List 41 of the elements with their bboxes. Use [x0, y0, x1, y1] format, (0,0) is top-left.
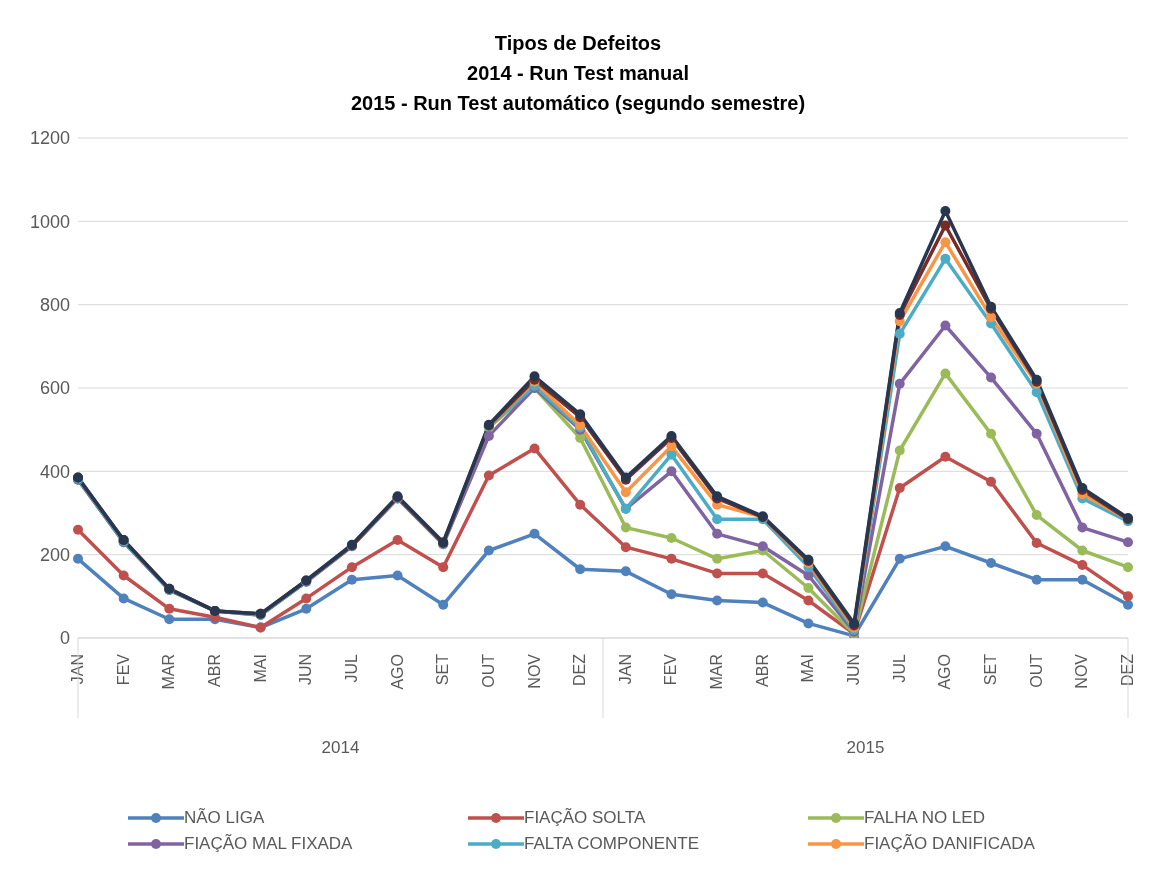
legend-label: FALHA NO LED	[864, 808, 985, 828]
legend-label: FIAÇÃO DANIFICADA	[864, 834, 1035, 854]
y-tick-label: 800	[39, 295, 70, 316]
x-tick-label: JUN	[845, 654, 863, 686]
y-tick-label: 200	[39, 545, 70, 566]
legend-label: FIAÇÃO SOLTA	[524, 808, 646, 828]
chart-title: Tipos de Defeitos	[493, 31, 663, 56]
legend-label: FALTA COMPONENTE	[524, 834, 700, 854]
y-tick-label: 600	[39, 378, 70, 399]
x-tick-label: MAR	[160, 654, 178, 690]
x-tick-label: DEZ	[571, 653, 589, 686]
x-tick-label: MAR	[708, 654, 726, 690]
x-tick-label: DEZ	[1119, 653, 1136, 686]
x-tick-label: ABR	[753, 654, 771, 687]
x-tick-label: JAN	[69, 654, 86, 685]
chart-subtitle: 2014 - Run Test manual 2015 - Run Test automático (segundo semestre)	[349, 61, 807, 116]
x-tick-label: SET	[982, 653, 1000, 686]
x-tick-label: AGO	[936, 654, 954, 690]
text: 2015	[845, 738, 886, 758]
x-tick-label: ABR	[205, 654, 223, 687]
x-tick-label: JUN	[297, 654, 315, 686]
x-tick-label: FEV	[662, 653, 680, 686]
x-tick-label: MAI	[251, 654, 269, 683]
text: 2014	[320, 738, 361, 758]
x-tick-label: JUL	[890, 653, 908, 683]
x-tick-label: OUT	[1027, 653, 1045, 688]
y-tick-label: 1200	[29, 128, 70, 149]
x-tick-label: OUT	[479, 653, 497, 688]
y-tick-label: 400	[39, 461, 70, 482]
x-tick-label: JUL	[342, 653, 360, 683]
legend-label: NÃO LIGA	[184, 808, 265, 828]
y-tick-label: 0	[59, 628, 70, 649]
x-tick-label: JAN	[616, 654, 634, 685]
y-tick-label: 1000	[29, 211, 70, 232]
x-tick-label: MAI	[799, 654, 817, 683]
x-tick-label: NOV	[525, 653, 543, 689]
x-tick-label: AGO	[388, 654, 406, 690]
x-tick-label: SET	[434, 653, 452, 686]
x-tick-label: FEV	[114, 653, 132, 686]
legend-label: FIAÇÃO MAL FIXADA	[184, 834, 353, 854]
x-tick-label: NOV	[1073, 653, 1091, 689]
